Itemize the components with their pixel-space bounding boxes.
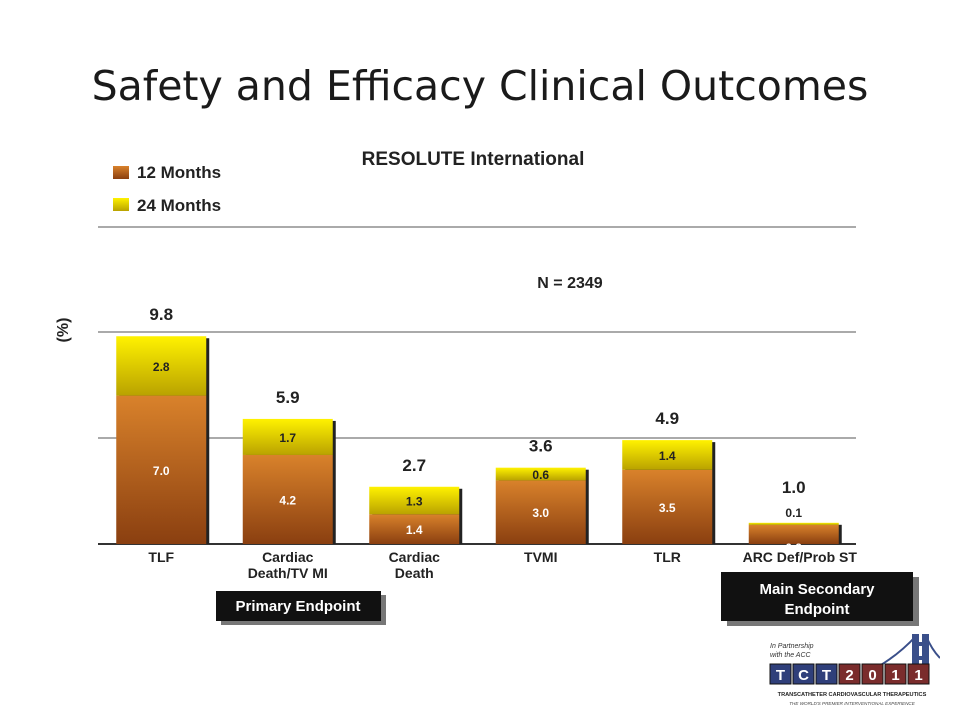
- total-label: 1.0: [782, 478, 806, 497]
- logo-tile-2: T: [815, 663, 838, 685]
- secondary-endpoint-label-line1: Main Secondary: [759, 581, 875, 598]
- category-label-tlr-line1: TLR: [654, 549, 681, 565]
- bar-group-cardiac-death-tv-mi: 4.2 1.7 5.9: [242, 388, 336, 544]
- value-label-24-months: 0.1: [785, 506, 802, 520]
- chart-title: RESOLUTE International: [362, 149, 585, 170]
- logo-tile-6: 1: [907, 663, 930, 685]
- svg-text:2: 2: [845, 667, 853, 684]
- logo-tile-5: 1: [884, 663, 907, 685]
- value-label-24-months: 1.3: [406, 495, 423, 509]
- category-label-arc-def-prob-st-line1: ARC Def/Prob ST: [743, 549, 858, 565]
- bar-12-months: [116, 395, 207, 544]
- total-label: 9.8: [149, 305, 173, 324]
- legend-label-24-months: 24 Months: [137, 196, 221, 215]
- bar-24-months: [495, 467, 586, 481]
- category-label-cardiac-death-line2: Death: [395, 565, 434, 581]
- total-label: 2.7: [402, 456, 426, 475]
- primary-endpoint-label: Primary Endpoint: [235, 598, 360, 615]
- gridlines: [98, 226, 856, 545]
- bar-24-months: [242, 418, 333, 455]
- logo-tile-4: 0: [861, 663, 884, 685]
- svg-text:1: 1: [891, 667, 899, 684]
- legend-swatch-24-months: [113, 198, 129, 211]
- total-label: 5.9: [276, 388, 300, 407]
- logo-tagline-line1: In Partnership: [770, 643, 814, 650]
- total-label: 3.6: [529, 437, 553, 456]
- svg-text:0: 0: [868, 667, 876, 684]
- value-label-24-months: 1.4: [659, 449, 676, 463]
- logo-tile-0: T: [769, 663, 792, 685]
- value-label-12-months: 3.0: [532, 506, 549, 520]
- bar-24-months: [116, 336, 207, 396]
- value-label-12-months: 1.4: [406, 523, 423, 537]
- value-label-12-months: 0.9: [785, 541, 802, 555]
- slide-title: Safety and Efficacy Clinical Outcomes: [91, 62, 869, 110]
- logo-tile-1: C: [792, 663, 815, 685]
- bar-12-months: [242, 454, 333, 544]
- bars: 7.0 2.8 9.8 4.2 1.7 5.9 1.4 1.3 2.7 3.0 0.6 3.6 3.5 1…: [116, 305, 842, 555]
- category-label-cardiac-death-tv-mi-line1: Cardiac: [262, 549, 314, 565]
- logo-tile-3: 2: [838, 663, 861, 685]
- bar-12-months: [622, 469, 713, 544]
- category-label-cardiac-death-tv-mi-line2: Death/TV MI: [248, 565, 328, 581]
- total-label: 4.9: [655, 409, 679, 428]
- bar-24-months: [622, 440, 713, 470]
- bar-24-months: [748, 522, 839, 525]
- bar-12-months: [748, 524, 839, 544]
- svg-text:1: 1: [914, 667, 922, 684]
- category-label-tvmi-line1: TVMI: [524, 549, 557, 565]
- svg-text:T: T: [822, 667, 831, 684]
- bar-group-cardiac-death: 1.4 1.3 2.7: [369, 456, 463, 544]
- logo-tagline-line2: with the ACC: [770, 652, 812, 659]
- svg-text:C: C: [798, 667, 809, 684]
- bar-group-tvmi: 3.0 0.6 3.6: [495, 437, 589, 544]
- svg-text:T: T: [776, 667, 785, 684]
- bar-12-months: [495, 480, 586, 544]
- category-label-tlf-line1: TLF: [148, 549, 174, 565]
- secondary-endpoint-label-line2: Endpoint: [785, 601, 850, 618]
- category-label-cardiac-death-line1: Cardiac: [389, 549, 441, 565]
- value-label-12-months: 4.2: [279, 493, 296, 507]
- bar-24-months: [369, 486, 460, 515]
- logo-slogan: THE WORLD'S PREMIER INTERVENTIONAL EXPER…: [789, 701, 915, 706]
- sample-size-annotation: N = 2349: [537, 275, 602, 292]
- value-label-12-months: 7.0: [153, 464, 170, 478]
- legend-swatch-12-months: [113, 166, 129, 179]
- bar-group-arc-def-prob-st: 0.9 0.1 1.0: [748, 478, 842, 555]
- bar-group-tlf: 7.0 2.8 9.8: [116, 305, 210, 544]
- legend-label-12-months: 12 Months: [137, 163, 221, 182]
- y-axis-label: (%): [55, 318, 72, 343]
- legend: 12 Months 24 Months: [113, 163, 221, 215]
- logo-name: TRANSCATHETER CARDIOVASCULAR THERAPEUTIC…: [778, 692, 927, 698]
- value-label-24-months: 2.8: [153, 360, 170, 374]
- secondary-endpoint-badge: Main Secondary Endpoint: [721, 572, 919, 626]
- value-label-24-months: 1.7: [279, 431, 296, 445]
- bar-12-months: [369, 514, 460, 544]
- primary-endpoint-badge: Primary Endpoint: [216, 591, 386, 625]
- value-label-12-months: 3.5: [659, 501, 676, 515]
- value-label-24-months: 0.6: [532, 468, 549, 482]
- bar-group-tlr: 3.5 1.4 4.9: [622, 409, 716, 544]
